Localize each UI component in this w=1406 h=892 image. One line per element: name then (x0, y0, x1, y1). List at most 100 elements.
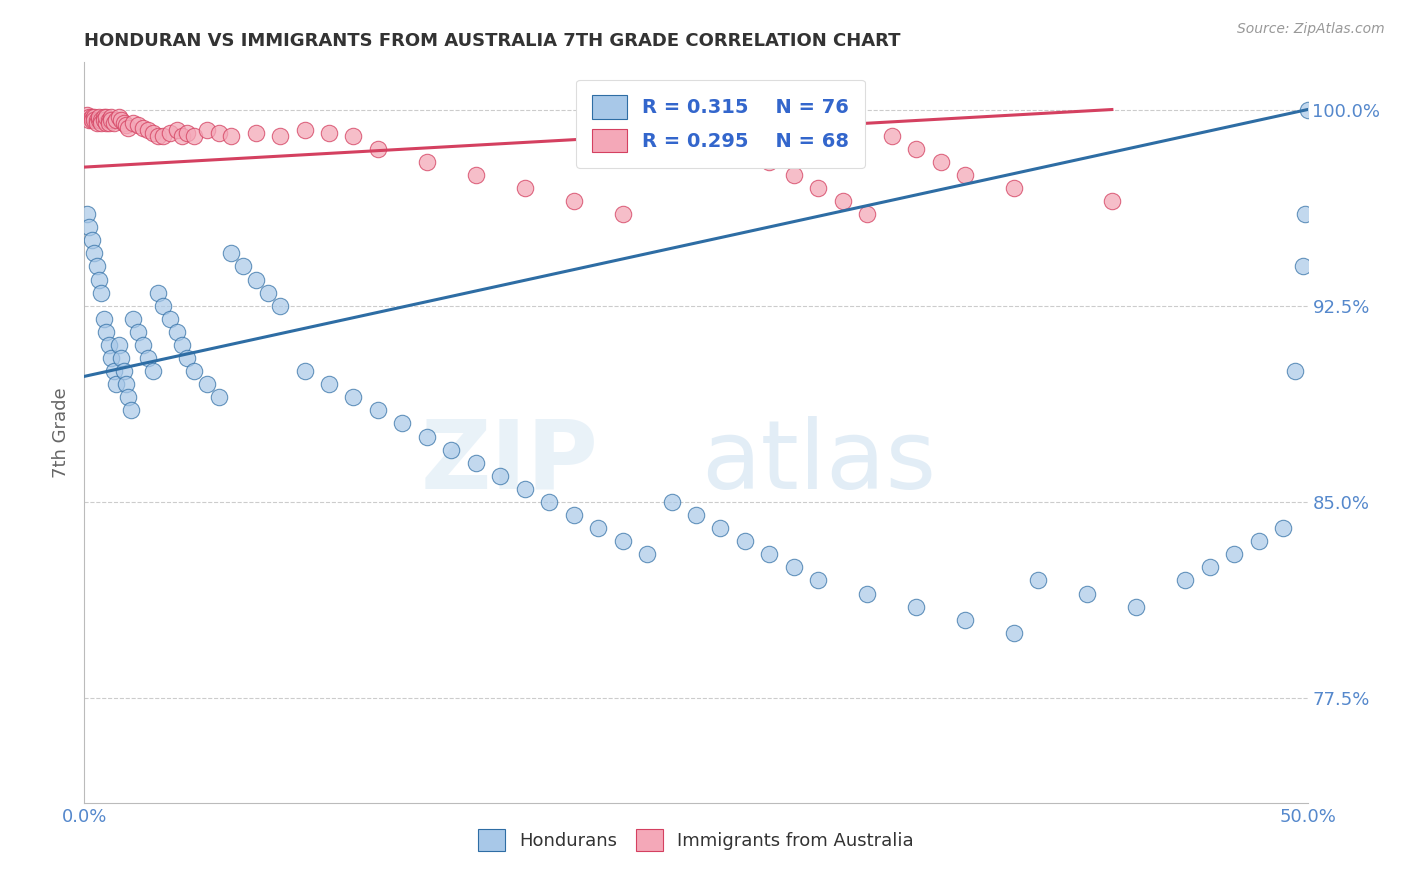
Point (87, 111, 110, 125)
Point (1174, 574, 1197, 588)
Point (1272, 521, 1295, 535)
Point (342, 128, 364, 143)
Point (105, 377, 128, 392)
Point (709, 521, 731, 535)
Point (685, 508, 707, 522)
Point (416, 429, 439, 443)
Point (783, 168, 806, 182)
Point (219, 128, 242, 143)
Point (1284, 364, 1306, 378)
Point (146, 285, 169, 300)
Y-axis label: 7th Grade: 7th Grade (52, 387, 70, 478)
Point (905, 142, 928, 156)
Text: HONDURAN VS IMMIGRANTS FROM AUSTRALIA 7TH GRADE CORRELATION CHART: HONDURAN VS IMMIGRANTS FROM AUSTRALIA 7T… (84, 32, 901, 50)
Point (80, 113, 103, 128)
Point (807, 181, 830, 195)
Point (100, 111, 122, 125)
Point (96, 111, 118, 125)
Point (166, 123, 188, 137)
Point (1294, 207, 1316, 221)
Point (146, 128, 169, 143)
Point (100, 351, 122, 365)
Point (122, 311, 145, 326)
Point (1028, 574, 1050, 588)
Point (110, 113, 132, 128)
Point (831, 194, 853, 208)
Point (86, 113, 108, 128)
Point (661, 495, 683, 509)
Point (232, 260, 254, 274)
Point (1125, 599, 1147, 614)
Point (367, 142, 389, 156)
Point (1002, 625, 1025, 640)
Point (208, 126, 231, 140)
Point (318, 377, 340, 392)
Point (342, 390, 364, 404)
Point (97, 115, 120, 129)
Point (76, 108, 98, 122)
Point (953, 613, 976, 627)
Point (661, 115, 683, 129)
Legend: Hondurans, Immigrants from Australia: Hondurans, Immigrants from Australia (470, 821, 922, 861)
Point (856, 586, 879, 600)
Point (1292, 260, 1315, 274)
Point (80, 233, 103, 247)
Point (166, 325, 188, 339)
Point (127, 325, 149, 339)
Point (136, 123, 159, 137)
Point (1076, 586, 1098, 600)
Point (90, 115, 112, 129)
Point (257, 285, 280, 300)
Point (90, 285, 112, 300)
Point (76, 207, 98, 221)
Point (195, 377, 218, 392)
Point (636, 547, 658, 561)
Point (127, 118, 149, 132)
Text: atlas: atlas (700, 416, 936, 508)
Point (489, 468, 512, 483)
Point (172, 128, 194, 143)
Point (513, 482, 536, 496)
Point (219, 246, 242, 260)
Point (132, 338, 155, 352)
Point (120, 403, 142, 417)
Point (83, 113, 105, 128)
Point (142, 364, 165, 378)
Point (208, 390, 231, 404)
Point (100, 113, 122, 128)
Point (734, 142, 756, 156)
Point (318, 126, 340, 140)
Point (612, 207, 634, 221)
Point (538, 495, 561, 509)
Point (176, 351, 198, 365)
Point (83, 246, 105, 260)
Text: ZIP: ZIP (420, 416, 598, 508)
Point (1223, 547, 1246, 561)
Point (734, 534, 756, 549)
Point (86, 115, 108, 129)
Point (807, 574, 830, 588)
Point (96, 325, 118, 339)
Point (112, 364, 135, 378)
Point (176, 126, 198, 140)
Point (513, 181, 536, 195)
Point (96, 115, 118, 129)
Point (136, 351, 159, 365)
Point (367, 403, 389, 417)
Point (1296, 103, 1319, 117)
Point (440, 442, 463, 457)
Point (391, 417, 413, 431)
Point (93, 311, 115, 326)
Point (152, 299, 174, 313)
Point (245, 272, 267, 286)
Point (953, 168, 976, 182)
Text: Source: ZipAtlas.com: Source: ZipAtlas.com (1237, 22, 1385, 37)
Point (87, 113, 110, 128)
Point (758, 547, 780, 561)
Point (77, 111, 100, 125)
Point (464, 456, 486, 470)
Point (132, 120, 155, 135)
Point (86, 260, 108, 274)
Point (83, 111, 105, 125)
Point (929, 154, 952, 169)
